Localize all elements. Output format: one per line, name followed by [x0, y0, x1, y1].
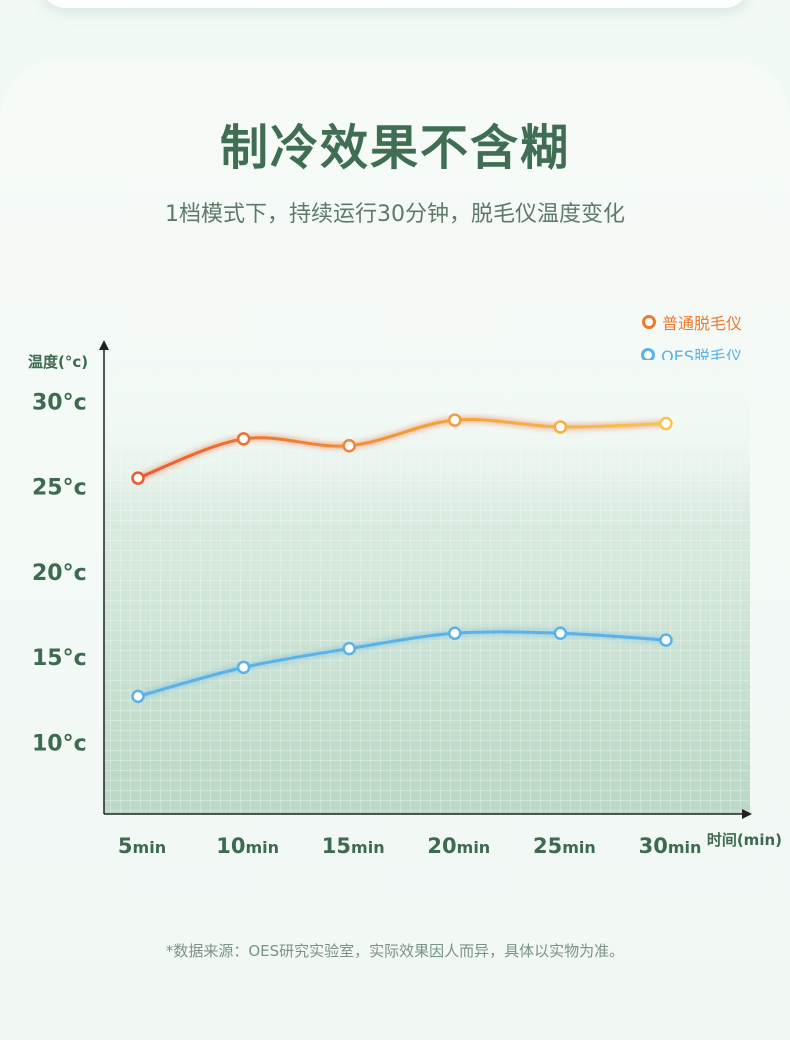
x-tick-label: 10min: [216, 834, 279, 858]
temperature-chart: 温度(°c) 时间(min) 30°c 25°c 20°c 15°c 10°c 5min…: [28, 340, 782, 858]
plot-fade: [104, 360, 750, 814]
series-normal-point: [342, 438, 356, 453]
series-normal-point: [131, 471, 145, 485]
y-tick-label: 15°c: [32, 646, 87, 671]
page-title: 制冷效果不含糊: [219, 120, 570, 176]
series-oes-point: [131, 689, 145, 704]
series-normal-point: [236, 432, 251, 446]
previous-section-card: [40, 0, 750, 8]
y-tick-label: 10°c: [32, 731, 87, 756]
series-oes-point: [659, 633, 673, 647]
series-normal-point: [553, 420, 568, 434]
x-tick-label: 25min: [533, 834, 596, 858]
series-oes-point: [342, 641, 356, 656]
x-tick-label: 15min: [322, 834, 385, 858]
x-axis-arrow-icon: [742, 809, 752, 819]
series-normal-line: [136, 418, 668, 480]
series-oes-point: [236, 660, 251, 675]
series-normal-point: [448, 413, 462, 427]
series-oes-point: [448, 626, 462, 641]
series-oes-point: [553, 626, 568, 641]
footnote: *数据来源：OES研究实验室，实际效果因人而异，具体以实物为准。: [165, 942, 625, 960]
y-tick-label: 20°c: [32, 561, 87, 586]
y-tick-label: 30°c: [32, 390, 87, 415]
legend-normal: 普通脱毛仪: [641, 310, 742, 334]
series-normal-point: [659, 416, 673, 431]
y-tick-label: 25°c: [32, 476, 87, 501]
legend-normal-marker-icon: [641, 315, 656, 329]
x-tick-label: 30min: [639, 834, 702, 858]
x-axis-label: 时间(min): [707, 831, 782, 849]
legend-normal-label: 普通脱毛仪: [661, 314, 742, 333]
y-axis-label: 温度(°c): [28, 353, 88, 371]
y-axis-arrow-icon: [99, 340, 109, 350]
series-oes-line: [136, 630, 668, 698]
page-subtitle: 1档模式下，持续运行30分钟，脱毛仪温度变化: [165, 202, 625, 227]
x-tick-label: 5min: [118, 834, 166, 858]
x-tick-label: 20min: [427, 834, 490, 858]
